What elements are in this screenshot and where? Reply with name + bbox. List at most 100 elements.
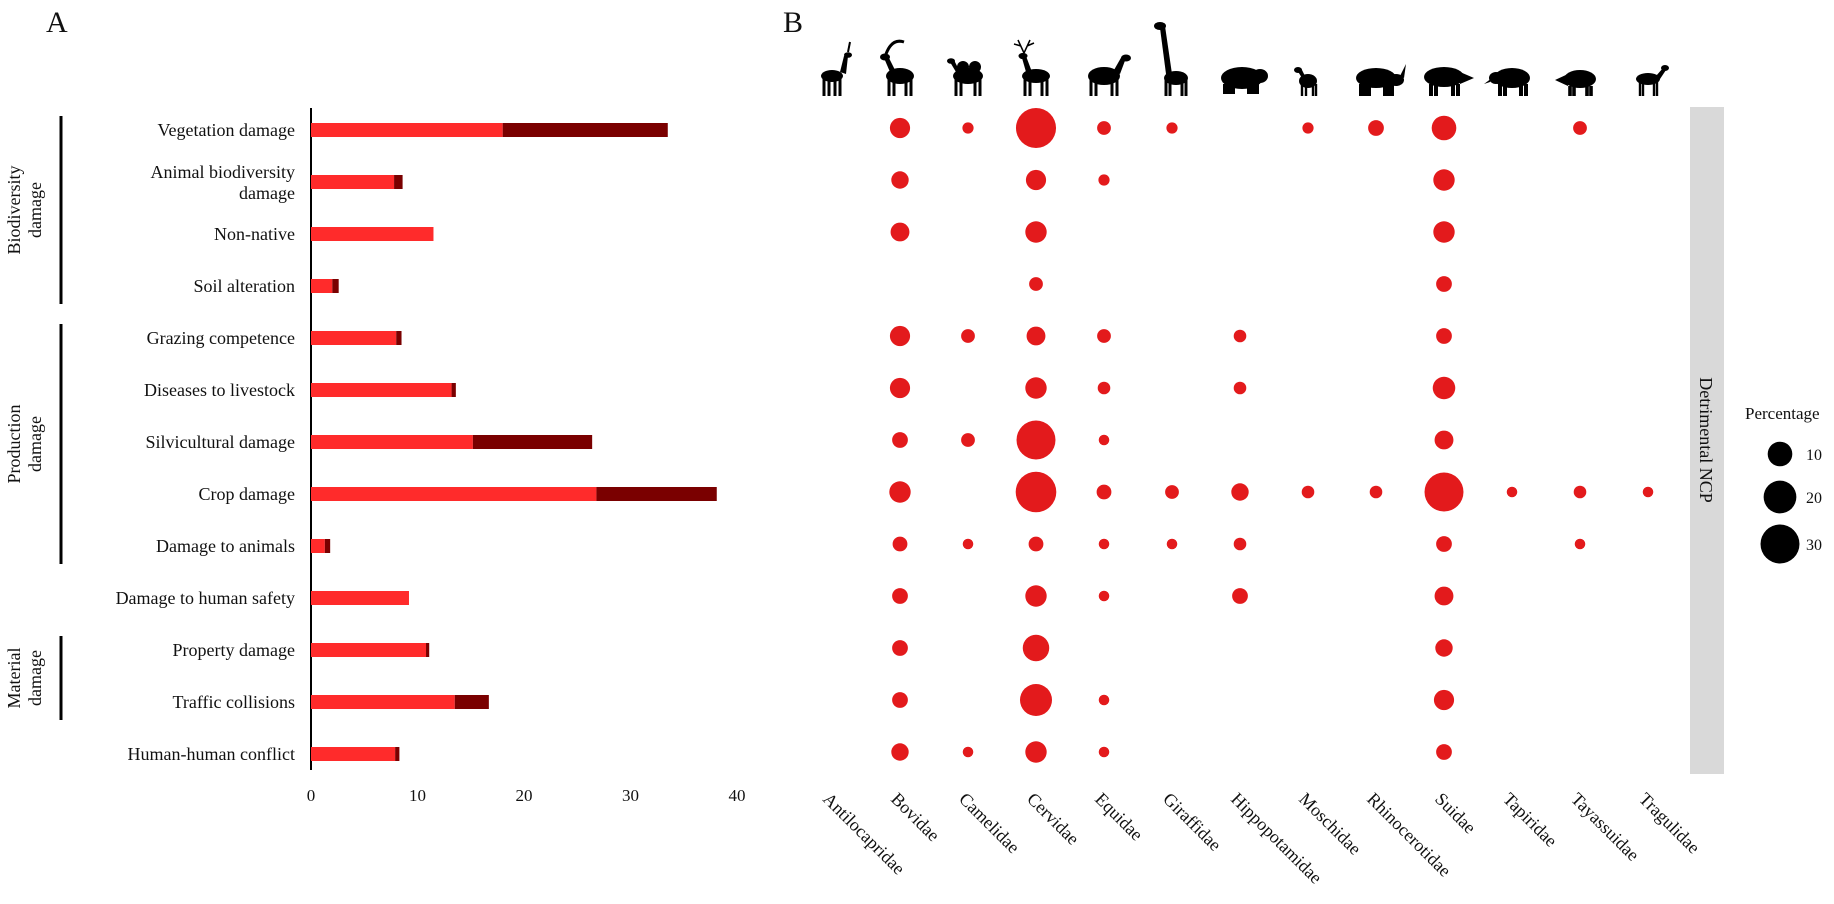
bar-segment-2: [451, 383, 456, 397]
rhino-icon: [1356, 64, 1406, 96]
chevrotain-icon: [1636, 65, 1669, 96]
group-label: Productiondamage: [4, 405, 45, 484]
bubble: [889, 377, 911, 399]
bubble: [1433, 689, 1455, 711]
category-label: Damage to human safety: [116, 588, 295, 608]
bubble: [1166, 538, 1178, 550]
bubble: [1232, 588, 1248, 604]
bubble: [1098, 746, 1110, 758]
category-label: Damage to animals: [156, 536, 295, 556]
bubble: [1573, 485, 1587, 499]
facet-label: Detrimental NCP: [1696, 377, 1716, 502]
column-label: Equidae: [1091, 789, 1147, 845]
bubble: [1436, 536, 1452, 552]
category-label: Soil alteration: [194, 276, 295, 296]
column-label: Tapiridae: [1499, 789, 1561, 851]
bubble: [1166, 122, 1178, 134]
bubble: [1029, 277, 1043, 291]
bubble: [1435, 639, 1453, 657]
bar-segment-2: [472, 435, 593, 449]
bar-segment-2: [502, 123, 668, 137]
bubble: [1096, 484, 1112, 500]
bubble: [1574, 538, 1586, 550]
bubble: [891, 743, 909, 761]
bubble: [892, 432, 908, 448]
bar-segment-2: [332, 279, 339, 293]
bubble: [1432, 376, 1456, 400]
bubble: [1098, 174, 1110, 186]
bubble: [1097, 381, 1111, 395]
bar-segment-1: [311, 279, 333, 293]
bubble: [1573, 121, 1587, 135]
x-tick-label: 0: [307, 786, 316, 805]
bubble: [1436, 328, 1452, 344]
panel-label-a: A: [46, 6, 68, 39]
legend-bubble: [1767, 441, 1793, 467]
bubble: [1368, 120, 1384, 136]
column-label: Moschidae: [1295, 789, 1365, 859]
peccary-icon: [1555, 70, 1596, 96]
facet-strip: [1690, 107, 1724, 774]
column-label: Bovidae: [887, 789, 944, 846]
bar-segment-2: [454, 695, 489, 709]
bubble: [1025, 169, 1047, 191]
bubble: [1019, 683, 1053, 717]
bubble: [1233, 537, 1247, 551]
giraffe-icon: [1154, 22, 1188, 96]
bar-segment-1: [311, 123, 503, 137]
bubble: [1028, 536, 1044, 552]
bar-segment-1: [311, 227, 434, 241]
bubble: [889, 117, 911, 139]
bubble: [1233, 381, 1247, 395]
bubble: [1097, 121, 1111, 135]
bubble: [962, 122, 974, 134]
bubble: [1433, 221, 1455, 243]
bar-segment-1: [311, 695, 455, 709]
bubble: [1369, 485, 1383, 499]
category-label: Traffic collisions: [172, 692, 295, 712]
x-tick-label: 40: [729, 786, 746, 805]
bar-segment-2: [596, 487, 717, 501]
column-label: Cervidae: [1023, 789, 1083, 849]
bubble: [1097, 329, 1111, 343]
bar-segment-1: [311, 643, 427, 657]
bubble: [1506, 486, 1518, 498]
bubble: [1015, 471, 1057, 513]
bubble: [889, 325, 911, 347]
column-label: Suidae: [1431, 789, 1480, 838]
boar-icon: [1424, 67, 1474, 96]
bubble: [1436, 744, 1452, 760]
bubble: [1433, 169, 1455, 191]
bubble: [1434, 430, 1454, 450]
deer-icon: [1013, 39, 1050, 96]
bar-segment-2: [394, 175, 403, 189]
column-label: Giraffidae: [1159, 789, 1225, 855]
bubble: [1424, 472, 1464, 512]
bubble: [962, 538, 974, 550]
bubble: [962, 746, 974, 758]
legend-value: 30: [1806, 537, 1822, 554]
legend-bubble: [1760, 524, 1800, 564]
x-tick-label: 30: [622, 786, 639, 805]
bubble: [1025, 585, 1047, 607]
category-label: Animal biodiversity damage: [151, 162, 295, 203]
bubble: [1025, 221, 1047, 243]
bubble: [889, 481, 911, 503]
bubble: [1025, 741, 1047, 763]
bubble: [1302, 122, 1314, 134]
category-label: Property damage: [173, 640, 295, 660]
bar-segment-1: [311, 591, 409, 605]
bubble: [1231, 483, 1249, 501]
bubble: [1434, 586, 1454, 606]
category-label: Diseases to livestock: [144, 380, 295, 400]
bubble: [961, 433, 975, 447]
column-label: Tragulidae: [1635, 789, 1704, 858]
pronghorn-icon: [821, 41, 852, 96]
musk-deer-icon: [1294, 67, 1318, 96]
bubble: [1165, 485, 1179, 499]
bar-segment-2: [426, 643, 430, 657]
bar-segment-2: [324, 539, 331, 553]
bubble: [1016, 420, 1056, 460]
